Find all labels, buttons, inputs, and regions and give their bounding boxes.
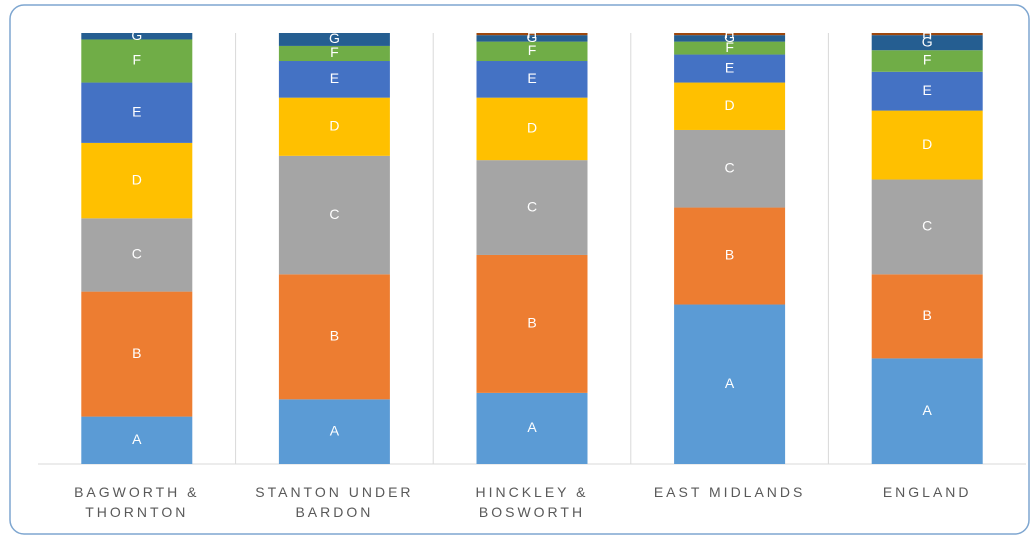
bar-segment (476, 33, 588, 36)
segment-label: H (527, 25, 537, 41)
segment-label: G (724, 29, 735, 45)
segment-label: D (132, 171, 142, 187)
bar-segment (871, 179, 983, 275)
bar-segment (674, 35, 786, 42)
segment-label: F (330, 44, 339, 60)
bar-segment (476, 35, 588, 42)
bar-segment (81, 33, 193, 40)
bar-segment (81, 39, 193, 83)
x-tick-label: STANTON UNDER BARDON (255, 484, 414, 520)
segment-label: F (923, 52, 932, 68)
bar-segment (674, 207, 786, 305)
segment-label: E (725, 59, 734, 75)
bar-segment (81, 291, 193, 417)
bar-segment (871, 35, 983, 51)
segment-label: A (923, 402, 933, 418)
bar-segment (674, 41, 786, 55)
bar-segment (278, 399, 390, 464)
segment-label: A (725, 375, 735, 391)
x-tick-label: HINCKLEY & BOSWORTH (475, 484, 589, 520)
bar-segment (278, 155, 390, 275)
segment-label: C (132, 246, 142, 262)
segment-label: B (132, 345, 141, 361)
bar-segment (476, 392, 588, 464)
segment-label: G (527, 29, 538, 45)
segment-label: A (330, 422, 340, 438)
segment-label: A (132, 431, 142, 447)
bar-segment (871, 50, 983, 72)
bar-segment (476, 160, 588, 255)
segment-label: B (527, 315, 536, 331)
x-tick-label: BAGWORTH & THORNTON (74, 484, 200, 520)
segment-label: D (725, 97, 735, 113)
segment-label: F (528, 42, 537, 58)
segment-label: A (527, 419, 537, 435)
bar-segment (871, 274, 983, 359)
bar-segment (81, 218, 193, 292)
x-tick-label: ENGLAND (882, 484, 972, 500)
segment-label: F (133, 52, 142, 68)
bar-segment (278, 97, 390, 156)
bar-segment (871, 71, 983, 111)
x-tick-label: EAST MIDLANDS (653, 484, 806, 500)
segment-label: G (922, 33, 933, 49)
bar-segment (278, 33, 390, 46)
bar-segment (871, 358, 983, 464)
segment-label: B (330, 328, 339, 344)
bar-segment (81, 416, 193, 464)
bar-segment (81, 82, 193, 143)
segment-label: C (725, 159, 735, 175)
segment-label: E (527, 70, 536, 86)
bar-segment (674, 33, 786, 36)
bar-segment (871, 110, 983, 180)
bar-segment (81, 142, 193, 219)
segment-label: H (725, 25, 735, 41)
segment-label: B (923, 307, 932, 323)
bar-segment (674, 82, 786, 130)
bar-segment (278, 45, 390, 62)
bar-segment (476, 41, 588, 62)
segment-label: C (527, 198, 537, 214)
segment-label: C (329, 206, 339, 222)
segment-label: G (329, 30, 340, 46)
segment-label: B (725, 247, 734, 263)
bar-segment (476, 61, 588, 98)
bar-segment (674, 54, 786, 83)
bar-segment (476, 254, 588, 393)
segment-label: F (725, 39, 734, 55)
segment-label: C (922, 218, 932, 234)
segment-label: E (132, 103, 141, 119)
segment-label: H (922, 25, 932, 41)
segment-label: D (329, 117, 339, 133)
bar-segment (674, 304, 786, 464)
segment-label: E (923, 82, 932, 98)
bar-segment (674, 129, 786, 208)
segment-label: E (330, 70, 339, 86)
bar-segment (476, 97, 588, 161)
bar-segment (278, 61, 390, 98)
bar-segment (871, 33, 983, 36)
segment-label: G (131, 27, 142, 43)
bar-segment (278, 274, 390, 400)
segment-label: D (922, 136, 932, 152)
segment-label: D (527, 120, 537, 136)
